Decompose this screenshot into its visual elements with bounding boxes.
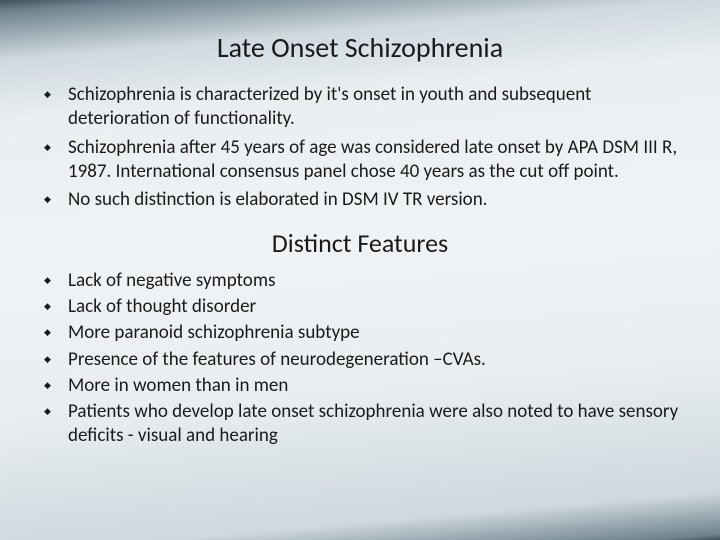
slide-subtitle: Distinct Features — [34, 227, 686, 259]
list-item: Lack of thought disorder — [44, 295, 682, 319]
section2-bullet-list: Lack of negative symptoms Lack of though… — [34, 269, 686, 449]
section1-bullet-list: Schizophrenia is characterized by it's o… — [34, 83, 686, 213]
list-item: Presence of the features of neurodegener… — [44, 348, 682, 372]
list-item: More paranoid schizophrenia subtype — [44, 321, 682, 345]
slide: Late Onset Schizophrenia Schizophrenia i… — [0, 0, 720, 540]
slide-title: Late Onset Schizophrenia — [34, 30, 686, 65]
list-item: Schizophrenia is characterized by it's o… — [44, 83, 682, 132]
list-item: Schizophrenia after 45 years of age was … — [44, 136, 682, 185]
list-item: Lack of negative symptoms — [44, 269, 682, 293]
list-item: More in women than in men — [44, 374, 682, 398]
list-item: No such distinction is elaborated in DSM… — [44, 188, 682, 212]
list-item: Patients who develop late onset schizoph… — [44, 400, 682, 449]
